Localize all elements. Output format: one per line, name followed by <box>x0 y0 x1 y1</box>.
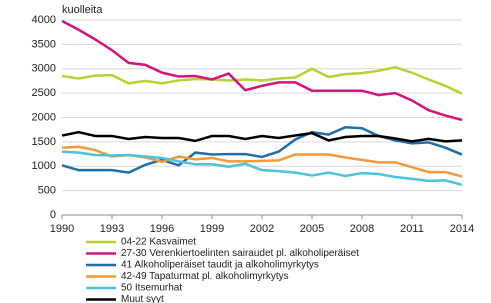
legend-label: 50 Itsemurhat <box>121 283 182 294</box>
x-tick-label: 2014 <box>450 223 474 235</box>
y-tick-label: 3500 <box>32 38 56 50</box>
series-line <box>61 19 463 122</box>
y-axis-label: kuolleita <box>62 4 103 16</box>
y-tick-label: 1500 <box>32 136 56 148</box>
x-tick-label: 2005 <box>300 223 324 235</box>
x-tick-label: 2011 <box>400 223 424 235</box>
series-line <box>61 125 463 174</box>
x-tick-label: 1996 <box>150 223 174 235</box>
y-tick-label: 500 <box>38 185 56 197</box>
series-line <box>61 65 463 95</box>
legend-label: 42-49 Tapaturmat pl. alkoholimyrkytys <box>121 271 289 282</box>
x-tick-label: 1990 <box>50 223 74 235</box>
legend-label: 27-30 Verenkiertoelinten sairaudet pl. a… <box>121 248 359 259</box>
series-line <box>61 150 463 186</box>
series-line <box>61 130 463 143</box>
x-tick-label: 1993 <box>100 223 124 235</box>
y-tick-label: 0 <box>50 209 56 221</box>
y-tick-label: 1000 <box>32 160 56 172</box>
legend-label: Muut syyt <box>121 294 164 303</box>
y-tick-label: 2500 <box>32 87 56 99</box>
legend-label: 41 Alkoholiperäiset taudit ja alkoholimy… <box>121 260 319 271</box>
y-tick-label: 2000 <box>32 111 56 123</box>
x-tick-label: 2008 <box>350 223 374 235</box>
y-tick-label: 4000 <box>32 14 56 26</box>
y-tick-label: 3000 <box>32 63 56 75</box>
x-tick-label: 2002 <box>250 223 274 235</box>
x-tick-label: 1999 <box>200 223 224 235</box>
legend-label: 04-22 Kasvaimet <box>121 237 196 248</box>
